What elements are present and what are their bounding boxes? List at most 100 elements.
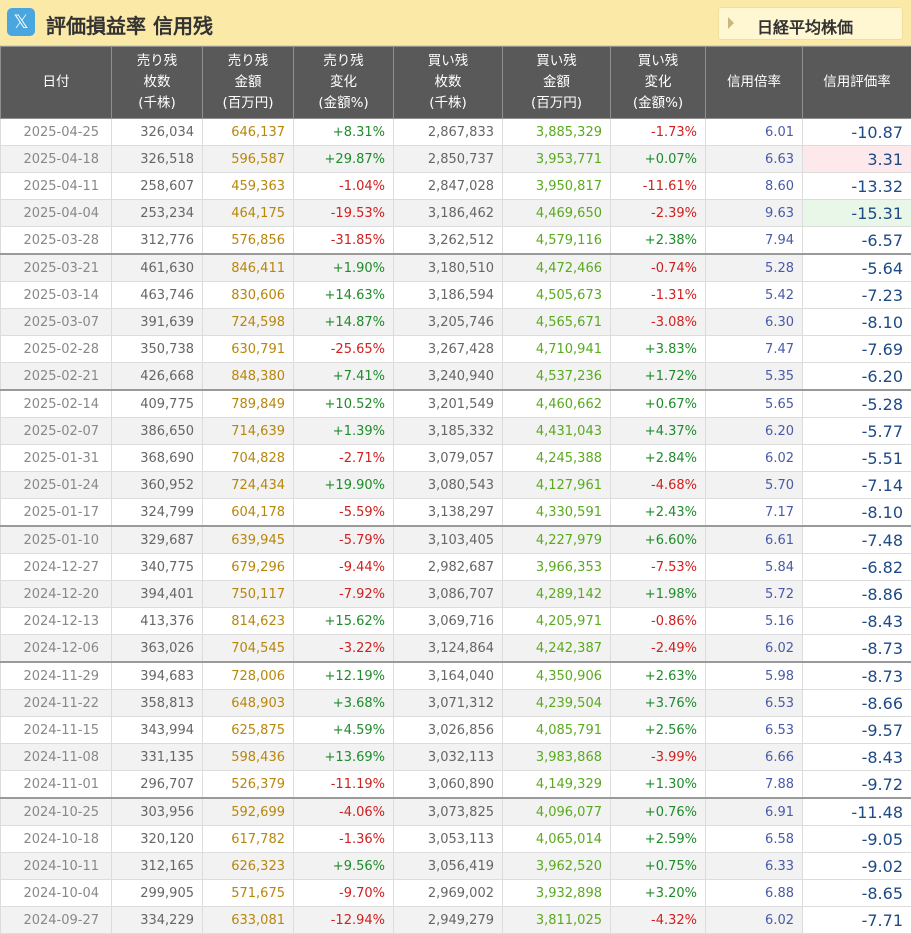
cell-valuation-rate: -11.48 bbox=[803, 798, 911, 826]
cell-sell-change: +14.63% bbox=[294, 282, 394, 309]
cell-valuation-rate: -7.23 bbox=[803, 282, 911, 309]
cell-buy-shares: 3,086,707 bbox=[394, 581, 503, 608]
cell-buy-amount: 4,460,662 bbox=[503, 390, 611, 418]
cell-sell-amount: 846,411 bbox=[203, 254, 294, 282]
cell-sell-shares: 463,746 bbox=[112, 282, 203, 309]
cell-buy-amount: 3,962,520 bbox=[503, 853, 611, 880]
cell-sell-shares: 303,956 bbox=[112, 798, 203, 826]
cell-sell-amount: 704,828 bbox=[203, 445, 294, 472]
cell-buy-shares: 3,073,825 bbox=[394, 798, 503, 826]
cell-sell-shares: 324,799 bbox=[112, 499, 203, 527]
cell-buy-change: -7.53% bbox=[611, 554, 706, 581]
cell-date: 2025-02-07 bbox=[1, 418, 112, 445]
cell-margin-ratio: 5.65 bbox=[706, 390, 803, 418]
cell-sell-change: +15.62% bbox=[294, 608, 394, 635]
cell-sell-shares: 312,165 bbox=[112, 853, 203, 880]
cell-valuation-rate: -13.32 bbox=[803, 173, 911, 200]
cell-sell-change: +1.39% bbox=[294, 418, 394, 445]
column-header-buy-shares: 買い残枚数(千株) bbox=[394, 47, 503, 119]
x-share-icon[interactable]: 𝕏 bbox=[7, 8, 35, 36]
cell-buy-shares: 2,847,028 bbox=[394, 173, 503, 200]
cell-margin-ratio: 6.61 bbox=[706, 526, 803, 554]
cell-sell-shares: 363,026 bbox=[112, 635, 203, 663]
column-header-date: 日付 bbox=[1, 47, 112, 119]
cell-margin-ratio: 6.30 bbox=[706, 309, 803, 336]
cell-buy-amount: 4,242,387 bbox=[503, 635, 611, 663]
cell-buy-shares: 3,060,890 bbox=[394, 771, 503, 799]
cell-sell-shares: 296,707 bbox=[112, 771, 203, 799]
cell-valuation-rate: -8.73 bbox=[803, 662, 911, 690]
cell-buy-shares: 3,053,113 bbox=[394, 826, 503, 853]
cell-sell-shares: 258,607 bbox=[112, 173, 203, 200]
cell-buy-amount: 4,239,504 bbox=[503, 690, 611, 717]
column-header-line: 買い残 bbox=[611, 51, 705, 72]
cell-sell-amount: 592,699 bbox=[203, 798, 294, 826]
cell-margin-ratio: 5.35 bbox=[706, 363, 803, 391]
column-header-line: 売り残 bbox=[294, 51, 393, 72]
cell-sell-shares: 426,668 bbox=[112, 363, 203, 391]
cell-buy-shares: 3,186,462 bbox=[394, 200, 503, 227]
cell-margin-ratio: 7.47 bbox=[706, 336, 803, 363]
cell-margin-ratio: 6.91 bbox=[706, 798, 803, 826]
table-header: 日付売り残枚数(千株)売り残金額(百万円)売り残変化(金額%)買い残枚数(千株)… bbox=[1, 47, 911, 119]
cell-margin-ratio: 5.70 bbox=[706, 472, 803, 499]
cell-date: 2025-02-14 bbox=[1, 390, 112, 418]
cell-buy-amount: 4,565,671 bbox=[503, 309, 611, 336]
column-header-line: 枚数 bbox=[394, 72, 502, 93]
cell-sell-change: -3.22% bbox=[294, 635, 394, 663]
cell-sell-shares: 326,034 bbox=[112, 119, 203, 146]
nikkei-link-button[interactable]: 日経平均株価 bbox=[718, 7, 903, 40]
cell-margin-ratio: 6.33 bbox=[706, 853, 803, 880]
cell-margin-ratio: 6.02 bbox=[706, 907, 803, 934]
cell-date: 2024-11-22 bbox=[1, 690, 112, 717]
cell-buy-amount: 4,505,673 bbox=[503, 282, 611, 309]
cell-buy-change: -4.32% bbox=[611, 907, 706, 934]
cell-sell-amount: 626,323 bbox=[203, 853, 294, 880]
cell-sell-amount: 633,081 bbox=[203, 907, 294, 934]
cell-margin-ratio: 6.02 bbox=[706, 445, 803, 472]
cell-sell-shares: 394,401 bbox=[112, 581, 203, 608]
cell-valuation-rate: -8.86 bbox=[803, 581, 911, 608]
cell-buy-shares: 3,069,716 bbox=[394, 608, 503, 635]
cell-margin-ratio: 6.88 bbox=[706, 880, 803, 907]
cell-valuation-rate: -8.73 bbox=[803, 635, 911, 663]
cell-sell-change: -9.44% bbox=[294, 554, 394, 581]
cell-date: 2025-03-07 bbox=[1, 309, 112, 336]
cell-date: 2024-12-27 bbox=[1, 554, 112, 581]
cell-date: 2024-09-27 bbox=[1, 907, 112, 934]
cell-sell-amount: 526,379 bbox=[203, 771, 294, 799]
cell-margin-ratio: 6.01 bbox=[706, 119, 803, 146]
cell-sell-shares: 299,905 bbox=[112, 880, 203, 907]
cell-valuation-rate: -7.48 bbox=[803, 526, 911, 554]
cell-valuation-rate: -8.43 bbox=[803, 608, 911, 635]
page-title: 評価損益率 信用残 bbox=[46, 10, 213, 39]
cell-sell-amount: 464,175 bbox=[203, 200, 294, 227]
cell-sell-shares: 331,135 bbox=[112, 744, 203, 771]
cell-buy-amount: 4,127,961 bbox=[503, 472, 611, 499]
cell-buy-change: -3.08% bbox=[611, 309, 706, 336]
cell-valuation-rate: -6.57 bbox=[803, 227, 911, 255]
cell-sell-amount: 728,006 bbox=[203, 662, 294, 690]
column-header-sell-amount: 売り残金額(百万円) bbox=[203, 47, 294, 119]
cell-date: 2025-04-25 bbox=[1, 119, 112, 146]
cell-buy-amount: 4,537,236 bbox=[503, 363, 611, 391]
cell-valuation-rate: -6.20 bbox=[803, 363, 911, 391]
cell-sell-change: -7.92% bbox=[294, 581, 394, 608]
cell-sell-amount: 639,945 bbox=[203, 526, 294, 554]
cell-sell-change: +10.52% bbox=[294, 390, 394, 418]
cell-sell-change: +29.87% bbox=[294, 146, 394, 173]
cell-buy-amount: 4,096,077 bbox=[503, 798, 611, 826]
cell-sell-change: -12.94% bbox=[294, 907, 394, 934]
cell-valuation-rate: -9.05 bbox=[803, 826, 911, 853]
cell-sell-change: -9.70% bbox=[294, 880, 394, 907]
cell-sell-amount: 596,587 bbox=[203, 146, 294, 173]
